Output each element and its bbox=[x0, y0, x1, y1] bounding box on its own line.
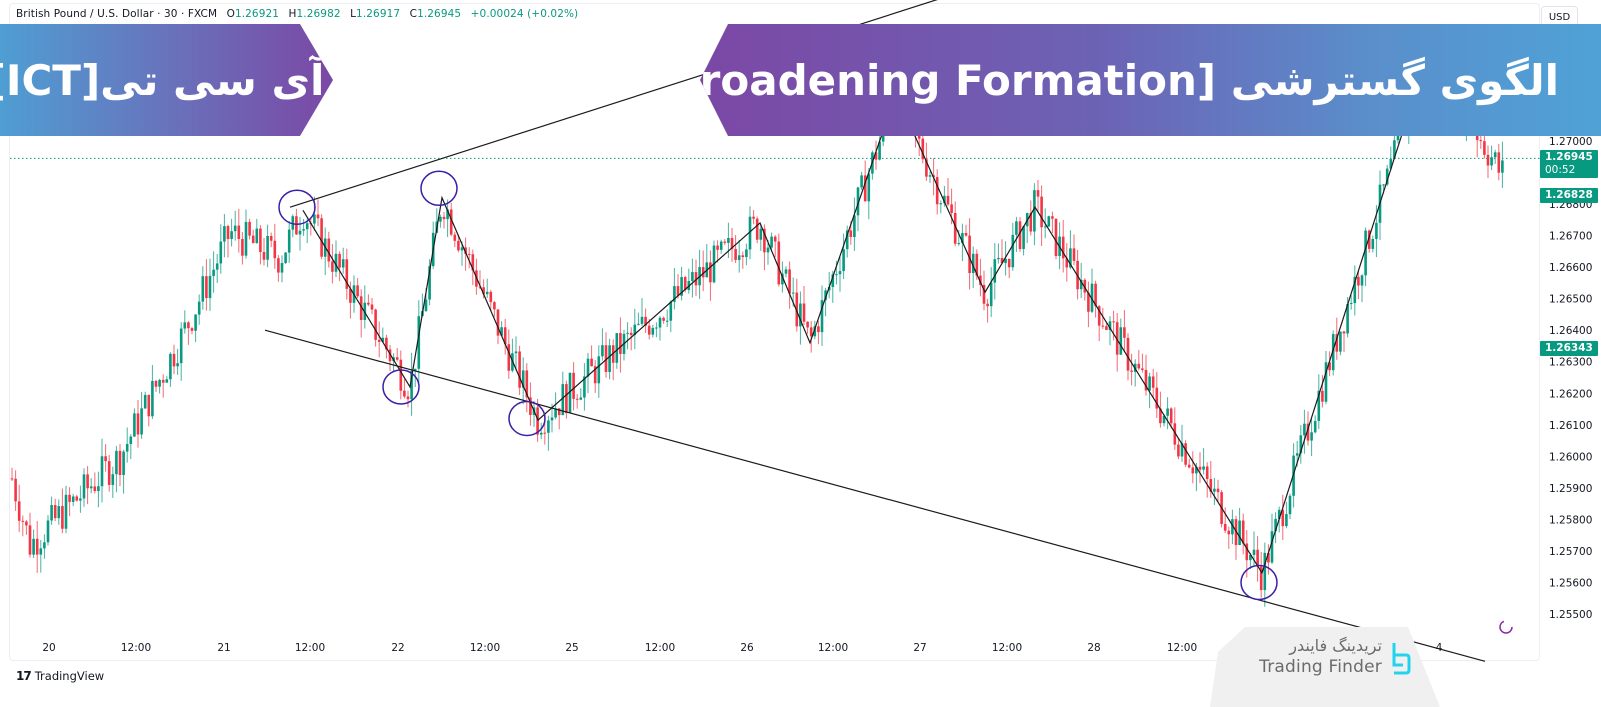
alert-marker-icon[interactable] bbox=[1499, 620, 1513, 634]
time-axis-tick: 4 bbox=[1436, 642, 1443, 654]
low-value: 1.26917 bbox=[356, 8, 401, 20]
swing-zigzag-line[interactable] bbox=[302, 46, 1431, 575]
trading-finder-logo-icon bbox=[1392, 643, 1411, 675]
time-axis-tick: 21 bbox=[217, 642, 230, 654]
time-axis-tick: 12:00 bbox=[1167, 642, 1197, 654]
price-axis-tick: 1.25800 bbox=[1549, 514, 1592, 526]
high-value: 1.26982 bbox=[296, 8, 341, 20]
tradingview-brand[interactable]: 17 TradingView bbox=[16, 669, 104, 683]
time-axis-tick: 12:00 bbox=[470, 642, 500, 654]
price-level-badge: 1.26828 bbox=[1540, 188, 1598, 203]
price-axis-tick: 1.26400 bbox=[1549, 325, 1592, 337]
time-axis-tick: 12:00 bbox=[121, 642, 151, 654]
pivot-highlight-circle[interactable] bbox=[382, 369, 420, 405]
price-axis-tick: 1.26700 bbox=[1549, 231, 1592, 243]
current-price-badge: 1.26945 00:52 bbox=[1540, 150, 1598, 178]
price-axis-tick: 1.25500 bbox=[1549, 609, 1592, 621]
close-value: 1.26945 bbox=[417, 8, 462, 20]
pivot-highlight-circle[interactable] bbox=[1240, 564, 1278, 601]
pivot-highlight-circle[interactable] bbox=[508, 400, 546, 437]
banner-title: الگوی گسترشی [Broadening Formation] bbox=[700, 24, 1601, 136]
time-axis-tick: 12:00 bbox=[992, 642, 1022, 654]
time-axis-tick: 12:00 bbox=[818, 642, 848, 654]
price-axis-tick: 1.26000 bbox=[1549, 451, 1592, 463]
time-axis-tick: 12:00 bbox=[645, 642, 675, 654]
change-value: +0.00024 (+0.02%) bbox=[470, 8, 579, 20]
price-axis-tick: 1.26600 bbox=[1549, 262, 1592, 274]
time-axis-tick: 25 bbox=[565, 642, 578, 654]
price-axis-tick: 1.26100 bbox=[1549, 420, 1592, 432]
symbol-name[interactable]: British Pound / U.S. Dollar · 30 · FXCM bbox=[16, 8, 218, 20]
price-axis-tick: 1.27000 bbox=[1549, 136, 1592, 148]
pivot-highlight-circle[interactable] bbox=[420, 170, 458, 207]
time-axis-tick: 27 bbox=[913, 642, 926, 654]
price-axis-tick: 1.25900 bbox=[1549, 483, 1592, 495]
trading-finder-text: تریدینگ فایندر Trading Finder bbox=[1259, 636, 1382, 677]
trading-finder-watermark bbox=[1210, 627, 1440, 707]
banner-ict-text: آی سی تی[ICT] bbox=[0, 55, 325, 105]
price-axis-tick: 1.26500 bbox=[1549, 294, 1592, 306]
trendline-lower-support[interactable] bbox=[264, 329, 1486, 662]
banner-title-text: الگوی گسترشی [Broadening Formation] bbox=[648, 55, 1559, 105]
time-axis-tick: 20 bbox=[42, 642, 55, 654]
tradingview-logo-icon: 17 bbox=[16, 669, 32, 683]
chart-pane[interactable] bbox=[9, 3, 1540, 661]
pivot-highlight-circle[interactable] bbox=[278, 189, 316, 225]
price-axis-tick: 1.26300 bbox=[1549, 357, 1592, 369]
time-axis-tick: 22 bbox=[391, 642, 404, 654]
banner-ict: آی سی تی[ICT] bbox=[0, 24, 333, 136]
price-axis-tick: 1.25600 bbox=[1549, 577, 1592, 589]
time-axis-tick: 28 bbox=[1087, 642, 1100, 654]
symbol-legend: British Pound / U.S. Dollar · 30 · FXCM … bbox=[16, 8, 579, 20]
price-level-badge: 1.26343 bbox=[1540, 341, 1598, 356]
time-axis-tick: 12:00 bbox=[295, 642, 325, 654]
bar-countdown: 00:52 bbox=[1545, 164, 1576, 176]
price-axis-tick: 1.25700 bbox=[1549, 546, 1592, 558]
open-value: 1.26921 bbox=[234, 8, 280, 20]
price-axis-tick: 1.26200 bbox=[1549, 388, 1592, 400]
tradingview-label: TradingView bbox=[34, 669, 105, 683]
time-axis-tick: 26 bbox=[740, 642, 754, 654]
